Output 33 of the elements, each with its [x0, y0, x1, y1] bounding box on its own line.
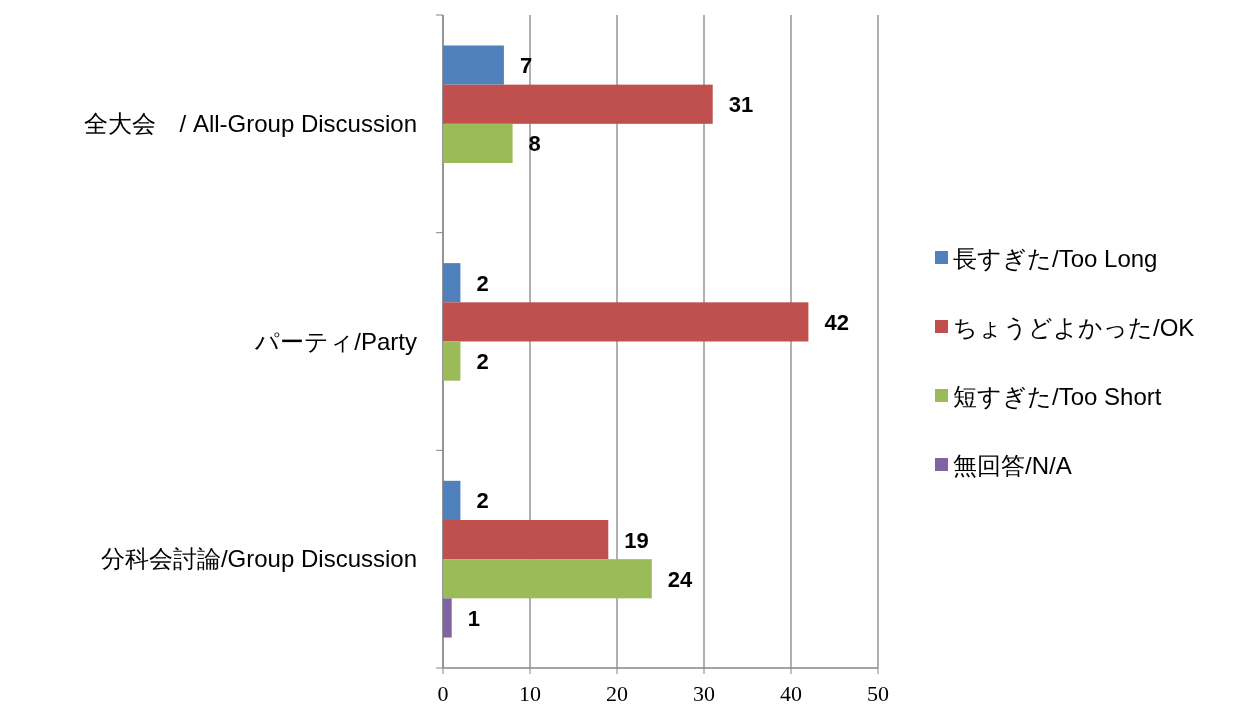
y-tick-label: パーティ/Party	[254, 327, 417, 355]
bar	[443, 45, 504, 85]
data-label: 8	[528, 131, 541, 157]
x-tick-label: 40	[780, 681, 802, 706]
data-label: 1	[467, 605, 480, 631]
legend-label: 短すぎた/Too Short	[953, 383, 1162, 410]
data-label: 2	[476, 488, 489, 514]
y-tick-label: 分科会討論/Group Discussion	[100, 545, 417, 573]
data-label: 31	[728, 92, 754, 118]
x-tick-label: 20	[606, 681, 628, 706]
bar	[443, 263, 461, 303]
data-label: 2	[476, 270, 489, 296]
bar	[443, 123, 513, 164]
bar	[443, 480, 461, 520]
bar	[443, 302, 809, 342]
legend-label: ちょうどよかった/OK	[953, 314, 1195, 341]
data-label: 42	[824, 309, 849, 335]
data-label: 19	[624, 527, 649, 553]
bar	[443, 519, 609, 560]
bar	[443, 341, 461, 381]
bar	[443, 84, 713, 124]
data-label: 7	[519, 53, 533, 79]
x-tick-label: 10	[519, 681, 541, 706]
x-tick-label: 0	[437, 681, 449, 706]
legend-label: 長すぎた/Too Long	[953, 245, 1158, 272]
y-tick-label: 全大会 / All-Group Discussion	[83, 109, 417, 137]
x-tick-label: 30	[693, 681, 715, 706]
legend-label: 無回答/N/A	[953, 452, 1072, 479]
data-label: 2	[476, 349, 489, 375]
bar	[443, 559, 652, 599]
x-tick-label: 50	[867, 681, 889, 706]
data-label: 24	[667, 566, 694, 592]
bar	[443, 598, 452, 638]
